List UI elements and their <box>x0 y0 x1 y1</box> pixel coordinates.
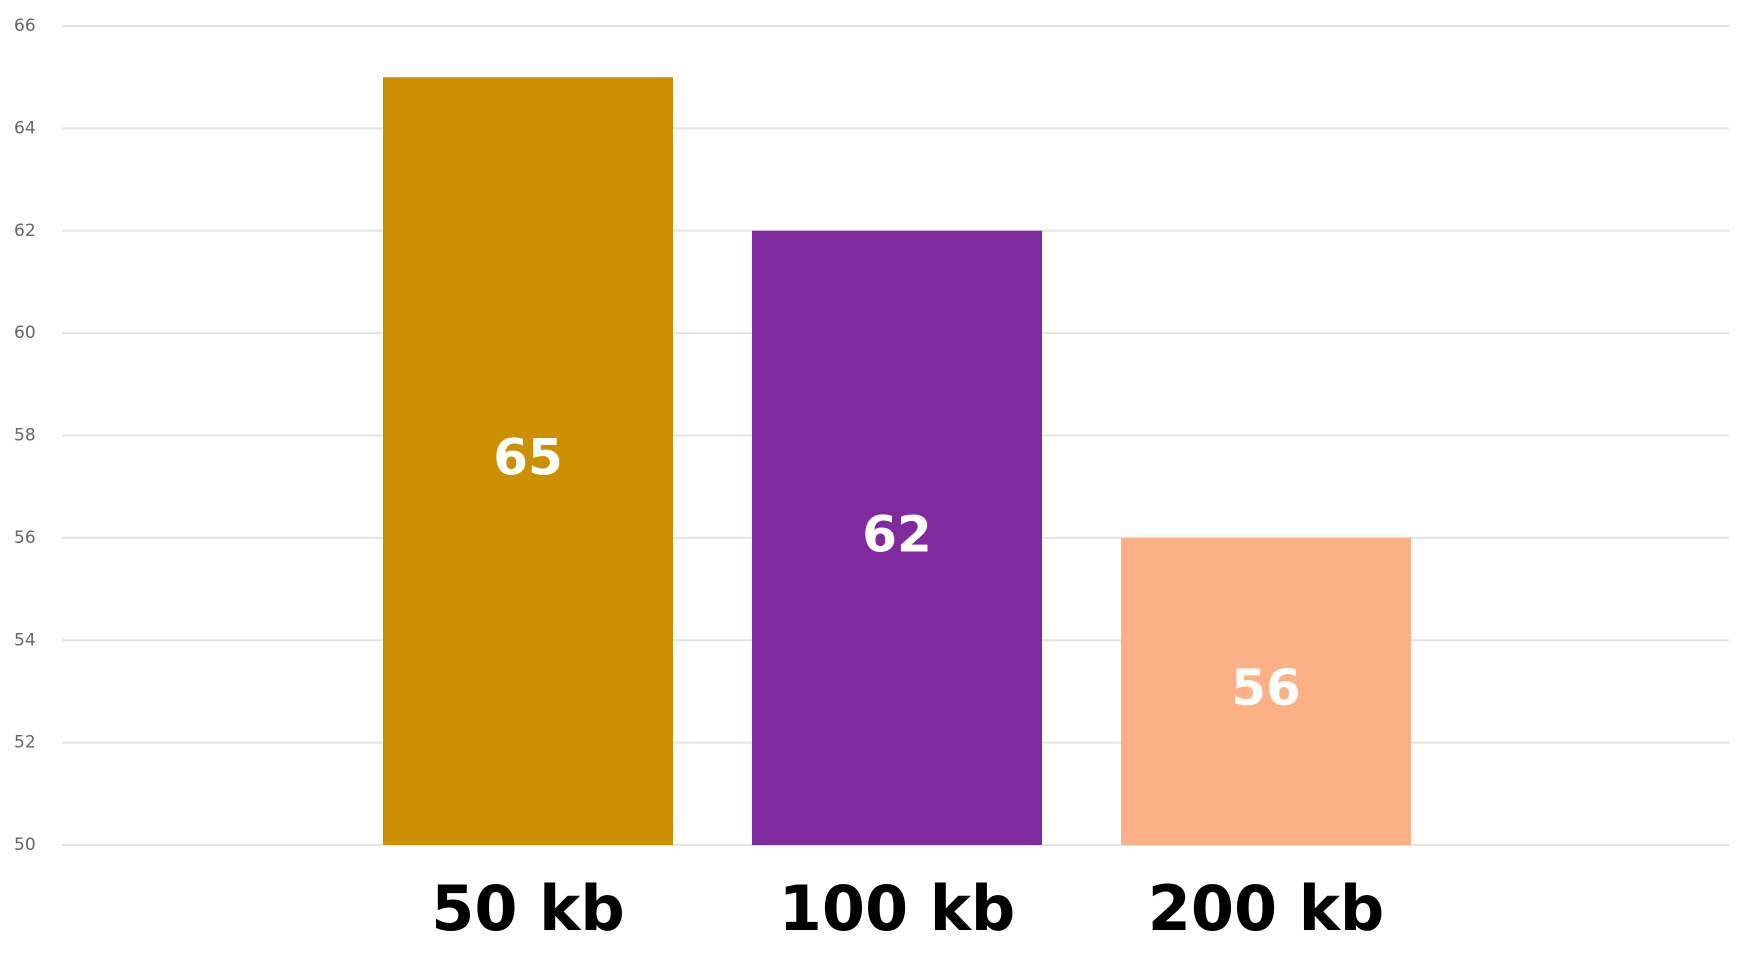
y-tick-label: 64 <box>14 118 36 138</box>
y-tick-label: 58 <box>14 426 36 446</box>
data-label: 56 <box>1231 659 1301 717</box>
bar <box>1121 537 1411 845</box>
x-tick-label: 200 kb <box>1148 872 1385 945</box>
y-tick-label: 62 <box>14 221 36 241</box>
x-tick-label: 50 kb <box>431 872 624 945</box>
y-tick-label: 50 <box>14 835 36 855</box>
x-tick-label: 100 kb <box>779 872 1016 945</box>
y-tick-label: 66 <box>14 16 36 36</box>
y-tick-label: 52 <box>14 733 36 753</box>
y-tick-label: 54 <box>14 630 36 650</box>
data-label: 65 <box>493 429 563 487</box>
y-tick-label: 60 <box>14 323 36 343</box>
bar <box>383 77 673 845</box>
data-label: 62 <box>862 505 932 563</box>
bar <box>752 230 1042 845</box>
y-tick-label: 56 <box>14 528 36 548</box>
